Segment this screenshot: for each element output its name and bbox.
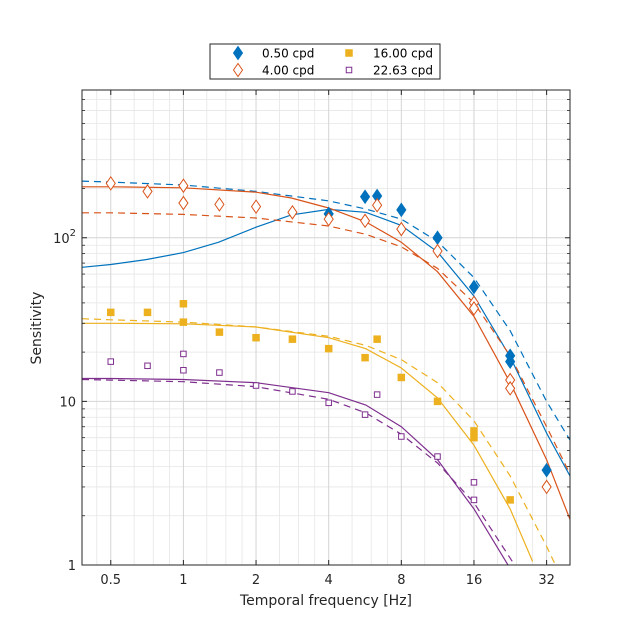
x-tick-labels: 0.5 1 2 4 8 16 32 bbox=[100, 573, 554, 588]
data-point bbox=[216, 369, 223, 376]
data-point bbox=[180, 350, 187, 358]
fit-curve-dashed bbox=[82, 212, 570, 475]
x-tick-label: 8 bbox=[397, 573, 405, 588]
data-point bbox=[214, 196, 225, 212]
fit-curve-dashed bbox=[82, 318, 557, 565]
data-point bbox=[433, 397, 442, 406]
legend-label: 22.63 cpd bbox=[373, 64, 433, 78]
data-point bbox=[470, 427, 478, 435]
legend-marker bbox=[345, 66, 353, 74]
x-tick-label: 4 bbox=[325, 573, 333, 588]
data-point bbox=[541, 479, 552, 495]
fit-curve-solid bbox=[82, 322, 534, 562]
data-point bbox=[373, 335, 381, 343]
x-tick-label: 2 bbox=[252, 573, 260, 588]
legend-label: 4.00 cpd bbox=[262, 64, 314, 78]
data-point bbox=[396, 221, 407, 237]
plot-background bbox=[82, 90, 570, 565]
data-markers bbox=[105, 175, 552, 504]
data-point bbox=[178, 178, 189, 194]
legend-marker bbox=[232, 62, 244, 78]
data-point bbox=[250, 199, 262, 214]
data-point bbox=[373, 391, 381, 398]
data-point bbox=[215, 328, 224, 336]
fit-curve-dashed bbox=[82, 378, 516, 565]
legend-marker bbox=[345, 49, 353, 57]
data-point bbox=[252, 382, 260, 389]
data-point bbox=[359, 189, 371, 205]
data-point bbox=[105, 175, 116, 191]
data-point bbox=[505, 354, 516, 369]
x-axis-title: Temporal frequency [Hz] bbox=[239, 593, 412, 609]
data-point bbox=[143, 308, 152, 317]
x-tick-label: 16 bbox=[466, 573, 483, 588]
data-point bbox=[432, 243, 443, 259]
data-point bbox=[142, 184, 153, 199]
y-tick-labels: 1 10 102 bbox=[53, 228, 76, 574]
data-point bbox=[178, 195, 189, 211]
data-point bbox=[179, 300, 188, 308]
plot-frame bbox=[81, 89, 571, 566]
y-tick-label: 1 bbox=[68, 559, 76, 574]
legend: 0.50 cpd 4.00 cpd 16.00 cpd 22.63 cpd bbox=[209, 43, 441, 80]
data-point bbox=[372, 197, 383, 213]
data-point bbox=[252, 333, 260, 342]
data-point bbox=[468, 301, 480, 316]
data-point bbox=[107, 358, 115, 365]
legend-box bbox=[209, 43, 441, 80]
data-point bbox=[361, 353, 369, 362]
legend-label: 16.00 cpd bbox=[373, 47, 433, 61]
data-point bbox=[325, 399, 332, 407]
data-point bbox=[324, 344, 333, 353]
data-point bbox=[468, 279, 480, 295]
x-tick-label: 1 bbox=[179, 573, 187, 588]
data-point bbox=[359, 213, 371, 229]
data-point bbox=[288, 335, 297, 343]
data-point bbox=[397, 373, 406, 382]
axis-ticks bbox=[82, 90, 570, 566]
fit-curve-solid bbox=[82, 377, 509, 565]
y-tick-label: 102 bbox=[53, 228, 76, 247]
data-point bbox=[470, 479, 478, 486]
y-tick-label: 10 bbox=[59, 395, 76, 410]
data-point bbox=[470, 496, 478, 504]
data-point bbox=[361, 411, 369, 418]
data-point bbox=[398, 433, 405, 440]
y-axis-title: Sensitivity bbox=[29, 292, 45, 365]
x-tick-label: 32 bbox=[538, 573, 555, 588]
data-point bbox=[144, 362, 151, 370]
data-point bbox=[506, 496, 514, 504]
legend-marker bbox=[232, 45, 244, 61]
fit-curve-dashed bbox=[82, 180, 570, 441]
data-point bbox=[287, 204, 298, 220]
data-point bbox=[180, 366, 187, 374]
data-point bbox=[470, 433, 478, 442]
data-point bbox=[505, 381, 516, 396]
data-point bbox=[541, 462, 552, 478]
data-point bbox=[434, 453, 441, 460]
data-point bbox=[289, 388, 296, 395]
data-point bbox=[107, 308, 115, 317]
data-point bbox=[396, 202, 407, 218]
data-point bbox=[179, 318, 188, 326]
legend-label: 0.50 cpd bbox=[262, 47, 314, 61]
data-point bbox=[323, 211, 334, 227]
x-tick-label: 0.5 bbox=[100, 573, 121, 588]
